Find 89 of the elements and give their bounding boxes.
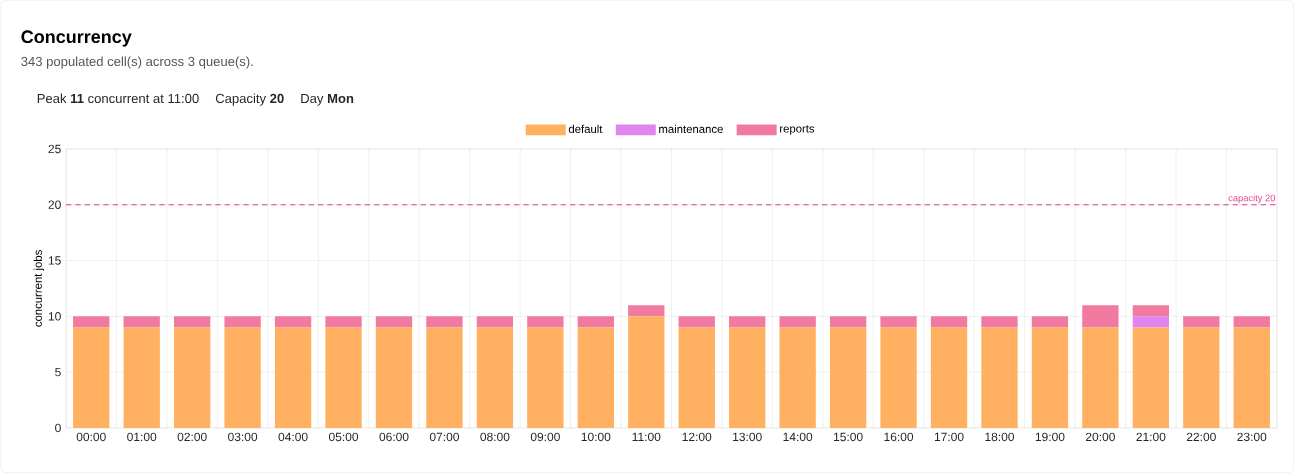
y-tick-label: 0 [55, 423, 61, 433]
bar [1031, 327, 1069, 428]
bar [981, 327, 1018, 428]
x-tick-label: 22:00 [1186, 432, 1216, 442]
x-tick-label: 03:00 [228, 432, 258, 442]
bar [729, 327, 766, 428]
bar [1233, 327, 1270, 428]
bar [527, 316, 564, 328]
bar [1031, 316, 1069, 328]
x-tick-label: 04:00 [278, 432, 308, 442]
bar [930, 316, 968, 328]
y-tick-label: 5 [55, 367, 61, 377]
x-tick-label: 08:00 [480, 432, 510, 442]
bar [930, 327, 968, 428]
bar [1082, 327, 1119, 428]
chart-title: Concurrency [21, 30, 132, 47]
bar [779, 327, 816, 428]
bar [476, 327, 514, 428]
bar [73, 316, 110, 328]
bar [527, 327, 564, 428]
y-tick-label: 10 [48, 312, 61, 321]
x-tick-label: 13:00 [733, 432, 762, 442]
bar [981, 316, 1018, 328]
bar [829, 327, 867, 428]
bar [1183, 316, 1220, 328]
bar [426, 316, 463, 328]
y-tick-label: 15 [48, 256, 61, 265]
bar [1183, 327, 1220, 428]
text: Capacity 20 [215, 93, 284, 106]
x-tick-label: 16:00 [884, 432, 914, 442]
x-tick-label: 10:00 [581, 432, 611, 442]
y-axis-title: concurrent jobs [33, 250, 45, 327]
x-tick-label: 02:00 [177, 432, 207, 442]
x-tick-label: 14:00 [783, 432, 813, 442]
text: Day Mon [301, 93, 354, 106]
x-tick-label: 21:00 [1136, 432, 1166, 442]
bar [426, 327, 463, 428]
x-tick-label: 07:00 [429, 432, 459, 442]
bar [173, 327, 211, 428]
bar [1132, 327, 1170, 428]
bar [880, 327, 917, 428]
x-tick-label: 05:00 [328, 432, 359, 442]
x-tick-label: 20:00 [1085, 432, 1115, 442]
x-tick-label: 12:00 [682, 432, 712, 442]
bar [375, 327, 413, 428]
bar [123, 327, 160, 428]
bar [577, 316, 614, 328]
bar [1132, 316, 1170, 328]
legend-label: default [568, 124, 603, 134]
x-tick-label: 15:00 [834, 432, 863, 442]
x-tick-label: 19:00 [1035, 432, 1065, 442]
text: Peak 11 concurrent at 11:00 [37, 93, 199, 104]
bar [224, 327, 261, 428]
ref-line-label: capacity 20 [1228, 194, 1276, 204]
bar [173, 316, 211, 328]
bar [73, 327, 110, 428]
bar [375, 316, 413, 328]
x-tick-label: 00:00 [76, 432, 106, 442]
legend-label: maintenance [659, 124, 723, 134]
x-tick-label: 23:00 [1237, 432, 1267, 442]
x-tick-label: 17:00 [934, 432, 964, 442]
legend-label: reports [780, 125, 815, 135]
bar [224, 316, 261, 328]
bar [577, 327, 614, 428]
chart-subtitle: 343 populated cell(s) across 3 queue(s). [21, 56, 253, 69]
bar [123, 316, 160, 328]
bar [1233, 316, 1270, 328]
bar [325, 327, 362, 428]
x-tick-label: 01:00 [127, 432, 157, 442]
x-tick-label: 09:00 [530, 432, 560, 442]
bar [325, 316, 362, 328]
bar [476, 316, 514, 328]
bar [729, 316, 766, 328]
bar [1082, 305, 1119, 328]
y-tick-label: 20 [48, 200, 61, 210]
y-tick-label: 25 [48, 144, 61, 154]
bar [829, 316, 867, 328]
bar [678, 327, 715, 428]
x-tick-label: 18:00 [985, 432, 1015, 442]
x-tick-label: 11:00 [632, 432, 661, 442]
bar [1132, 305, 1170, 317]
bar [880, 316, 917, 328]
bar [779, 316, 816, 328]
x-tick-label: 06:00 [379, 432, 409, 442]
bar [628, 305, 665, 317]
bar [274, 327, 312, 428]
bar [274, 316, 312, 328]
bar [678, 316, 715, 328]
bar [628, 316, 665, 428]
